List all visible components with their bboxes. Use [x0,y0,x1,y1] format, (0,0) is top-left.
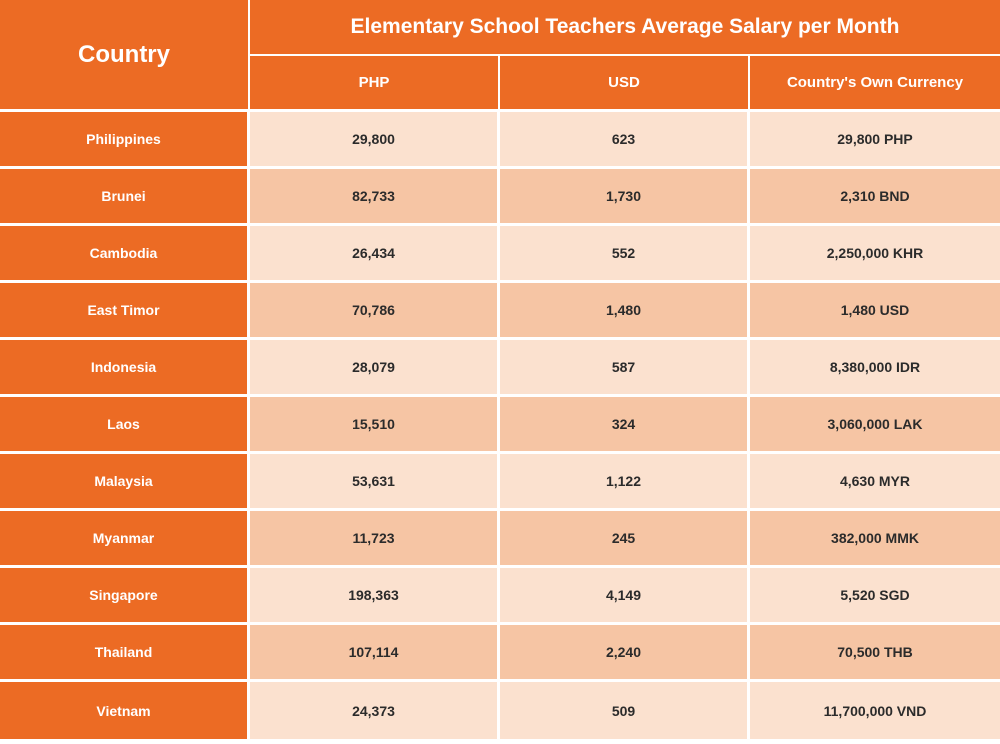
cell-own: 1,480 USD [750,283,1000,340]
table-row: Cambodia26,4345522,250,000 KHR [0,226,1000,283]
cell-php: 11,723 [250,511,500,568]
country-cell: Myanmar [0,511,250,568]
country-cell: Vietnam [0,682,250,739]
cell-own: 4,630 MYR [750,454,1000,511]
salary-table: CountryElementary School Teachers Averag… [0,0,1000,739]
cell-usd: 623 [500,112,750,169]
subheader-usd: USD [500,56,750,112]
cell-usd: 1,122 [500,454,750,511]
table-row: East Timor70,7861,4801,480 USD [0,283,1000,340]
cell-usd: 1,480 [500,283,750,340]
cell-own: 3,060,000 LAK [750,397,1000,454]
country-cell: Thailand [0,625,250,682]
cell-php: 15,510 [250,397,500,454]
cell-own: 8,380,000 IDR [750,340,1000,397]
cell-usd: 4,149 [500,568,750,625]
table-row: Myanmar11,723245382,000 MMK [0,511,1000,568]
subheader-php: PHP [250,56,500,112]
cell-own: 5,520 SGD [750,568,1000,625]
cell-usd: 509 [500,682,750,739]
table-row: Philippines29,80062329,800 PHP [0,112,1000,169]
country-cell: Cambodia [0,226,250,283]
country-cell: Malaysia [0,454,250,511]
cell-usd: 587 [500,340,750,397]
cell-own: 70,500 THB [750,625,1000,682]
country-cell: Indonesia [0,340,250,397]
cell-usd: 245 [500,511,750,568]
cell-php: 28,079 [250,340,500,397]
subheader-own: Country's Own Currency [750,56,1000,112]
cell-usd: 324 [500,397,750,454]
table-row: Malaysia53,6311,1224,630 MYR [0,454,1000,511]
cell-own: 2,250,000 KHR [750,226,1000,283]
country-cell: Singapore [0,568,250,625]
cell-php: 26,434 [250,226,500,283]
subheader-row: PHPUSDCountry's Own Currency [250,56,1000,112]
country-cell: Philippines [0,112,250,169]
cell-php: 107,114 [250,625,500,682]
cell-php: 29,800 [250,112,500,169]
table-row: Brunei82,7331,7302,310 BND [0,169,1000,226]
country-cell: Laos [0,397,250,454]
cell-php: 198,363 [250,568,500,625]
merged-header: Elementary School Teachers Average Salar… [250,0,1000,56]
cell-php: 53,631 [250,454,500,511]
country-column-header: Country [0,0,250,112]
cell-php: 24,373 [250,682,500,739]
table-row: Thailand107,1142,24070,500 THB [0,625,1000,682]
salary-columns-header: Elementary School Teachers Average Salar… [250,0,1000,112]
cell-own: 29,800 PHP [750,112,1000,169]
cell-usd: 2,240 [500,625,750,682]
country-cell: East Timor [0,283,250,340]
table-row: Laos15,5103243,060,000 LAK [0,397,1000,454]
table-row: Vietnam24,37350911,700,000 VND [0,682,1000,739]
cell-own: 382,000 MMK [750,511,1000,568]
cell-usd: 552 [500,226,750,283]
table-header: CountryElementary School Teachers Averag… [0,0,1000,112]
cell-own: 2,310 BND [750,169,1000,226]
cell-own: 11,700,000 VND [750,682,1000,739]
cell-php: 70,786 [250,283,500,340]
cell-php: 82,733 [250,169,500,226]
table-row: Indonesia28,0795878,380,000 IDR [0,340,1000,397]
cell-usd: 1,730 [500,169,750,226]
country-cell: Brunei [0,169,250,226]
table-row: Singapore198,3634,1495,520 SGD [0,568,1000,625]
